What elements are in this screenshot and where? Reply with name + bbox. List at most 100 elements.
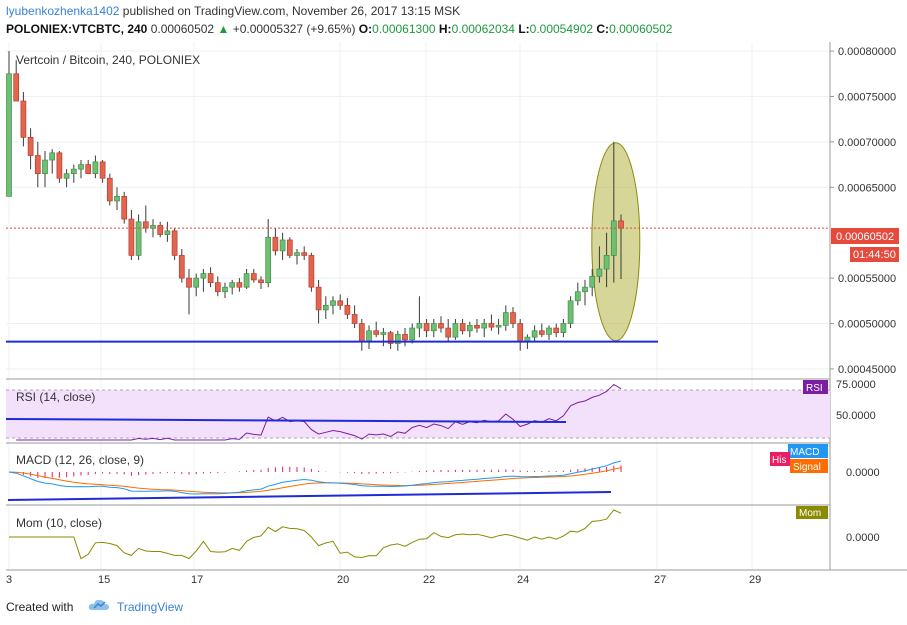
candle-body — [423, 323, 430, 332]
candle-body — [459, 323, 466, 332]
countdown-label: 01:44:50 — [853, 249, 896, 261]
candle-body — [330, 300, 336, 306]
signal-badge — [790, 459, 828, 473]
main-pane-title: Vertcoin / Bitcoin, 240, POLONIEX — [16, 53, 200, 67]
candle-body — [49, 152, 56, 161]
candle-body — [358, 323, 365, 343]
candle-body — [380, 332, 387, 335]
published-text: published on TradingView.com, November 2… — [122, 4, 461, 18]
candle-body — [546, 327, 552, 335]
candle-body — [474, 324, 480, 329]
tradingview-cloud-icon — [88, 599, 109, 610]
open-value: 0.00061300 — [372, 22, 436, 36]
candle-body — [531, 330, 538, 338]
grid-lines — [6, 42, 830, 570]
candle-body — [394, 334, 401, 344]
candle-body — [294, 252, 300, 256]
candle-body — [337, 300, 344, 306]
candle-body — [27, 137, 34, 156]
candle-body — [322, 305, 329, 311]
candle-body — [56, 152, 63, 179]
candle-body — [409, 327, 416, 341]
price-axis[interactable]: 0.00080000 0.00075000 0.00070000 0.00065000… — [830, 46, 896, 376]
rsi-title: RSI (14, close) — [16, 390, 95, 404]
candle-body — [193, 277, 200, 288]
symbol-line: POLONIEX:VTCBTC, 240 0.00060502 ▲ +0.000… — [6, 22, 672, 36]
candle-body — [452, 323, 459, 338]
candle-body — [502, 312, 509, 326]
macd-line — [8, 460, 622, 495]
hist-badge — [770, 452, 790, 466]
time-tick-label: 3 — [6, 574, 12, 586]
tradingview-brand-link[interactable]: TradingView — [117, 600, 184, 614]
price-tick-label: 0.00080000 — [838, 46, 896, 58]
macd-signal-line — [8, 467, 622, 494]
candle-body — [279, 239, 286, 252]
hist-badge-label: His — [772, 455, 786, 466]
candle-body — [373, 330, 380, 335]
rsi-tick-75: 75.0000 — [836, 379, 876, 391]
candle-body — [589, 275, 596, 288]
candle-body — [214, 282, 221, 293]
candle-body — [207, 273, 214, 283]
rsi-tick-50: 50.0000 — [836, 410, 876, 422]
price-change: +0.00005327 (+9.65%) — [232, 22, 356, 36]
candle-body — [308, 255, 315, 288]
candle-body — [538, 330, 545, 335]
last-price-badge — [831, 228, 899, 244]
candle-body — [402, 334, 408, 341]
candle-body — [366, 330, 372, 343]
candle-body — [63, 173, 70, 179]
candle-body — [510, 312, 516, 324]
candle-body — [618, 220, 624, 229]
publish-line: lyubenkozhenka1402 published on TradingV… — [6, 4, 460, 18]
mom-badge — [796, 506, 828, 519]
candle-body — [178, 255, 185, 279]
candle-body — [610, 220, 617, 256]
high-value: 0.00062034 — [451, 22, 515, 36]
price-tick-label: 0.00050000 — [838, 319, 896, 331]
time-axis[interactable]: 3 15 17 20 22 24 27 29 — [6, 574, 761, 586]
macd-title: MACD (12, 26, close, 9) — [16, 453, 144, 467]
footer: Created with TradingView — [0, 592, 907, 625]
author-link[interactable]: lyubenkozhenka1402 — [6, 4, 120, 18]
macd-trendline[interactable] — [7, 491, 612, 501]
candle-body — [200, 273, 207, 279]
candle-body — [114, 196, 120, 202]
rsi-band — [6, 390, 830, 438]
candle-body — [186, 277, 192, 288]
candle-body — [150, 225, 156, 229]
candle-body — [85, 164, 92, 175]
chart-canvas[interactable]: Vertcoin / Bitcoin, 240, POLONIEX 0.0008… — [0, 0, 907, 592]
up-triangle-icon: ▲ — [217, 22, 230, 36]
candle-body — [157, 225, 164, 235]
time-tick-label: 27 — [654, 574, 666, 586]
close-label: C: — [596, 22, 610, 36]
rsi-badge — [803, 380, 828, 394]
main-pane[interactable] — [6, 42, 830, 378]
candle-body — [430, 323, 437, 332]
candle-body — [106, 177, 113, 202]
momentum-line — [9, 509, 622, 560]
candle-body — [164, 230, 171, 235]
time-tick-label: 15 — [98, 574, 110, 586]
price-tick-label: 0.00070000 — [838, 137, 896, 149]
price-tick-label: 0.00055000 — [838, 273, 896, 285]
candle-body — [351, 314, 358, 324]
candle-body — [301, 252, 308, 256]
candle-body — [13, 73, 20, 102]
open-label: O: — [358, 22, 373, 36]
candle-body — [70, 168, 77, 175]
mom-badge-label: Mom — [799, 508, 821, 519]
low-value: 0.00054902 — [529, 22, 594, 36]
candle-body — [258, 279, 264, 283]
time-tick-label: 29 — [749, 574, 761, 586]
high-label: H: — [438, 22, 452, 36]
candle-body — [20, 100, 27, 138]
candle-body — [78, 164, 84, 170]
candle-body — [387, 332, 394, 344]
candle-body — [574, 291, 581, 302]
candle-body — [99, 161, 106, 179]
rsi-trendline[interactable] — [5, 418, 567, 423]
candle-body — [582, 286, 588, 293]
